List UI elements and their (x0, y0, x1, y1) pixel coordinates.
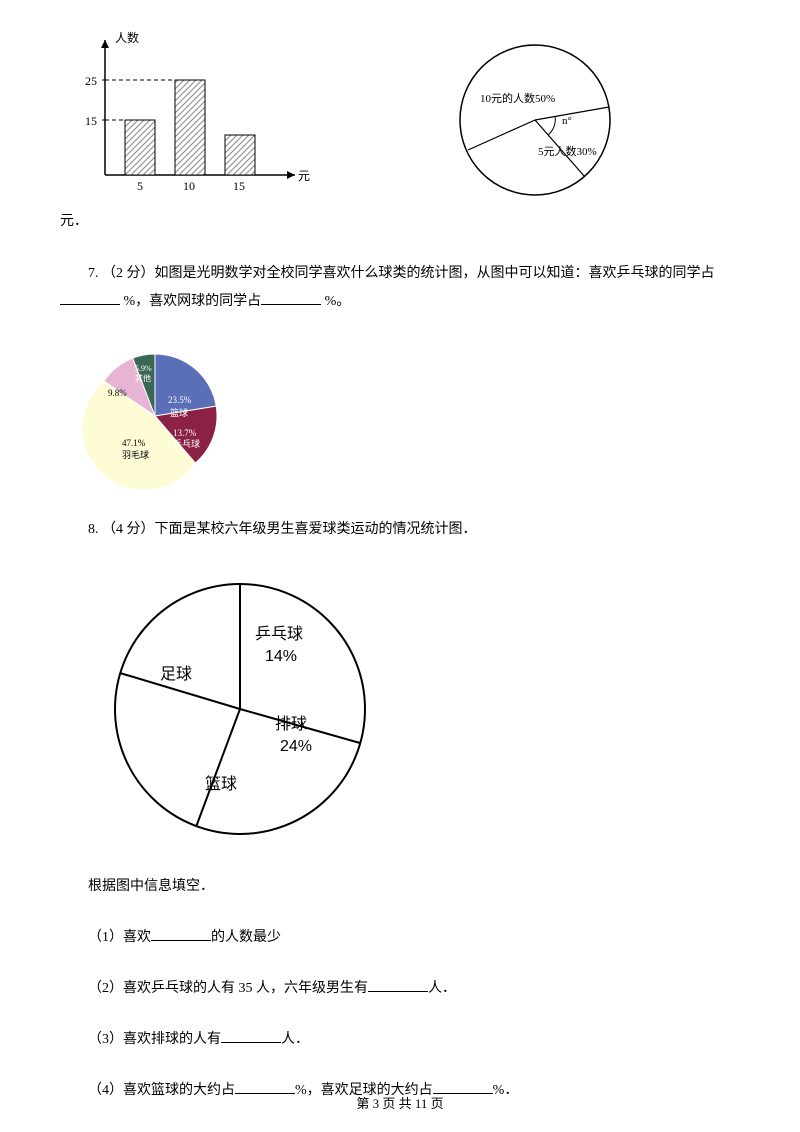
pie-lg-volley-val: 24% (280, 738, 312, 755)
sq1-post: 的人数最少 (211, 930, 281, 945)
pie-chart-colored: 23.5% 篮球 13.7% 乒乓球 47.1% 羽毛球 9.8% 5.9% 其… (80, 341, 230, 491)
pie-lg-basketball: 篮球 (205, 775, 237, 793)
pie-lg-volley: 排球 (275, 715, 307, 733)
page-footer: 第 3 页 共 11 页 (0, 1093, 800, 1112)
slice-lbl-0: 篮球 (170, 407, 188, 418)
xcat-15: 15 (233, 179, 245, 193)
xcat-5: 5 (137, 179, 143, 193)
q7-blank-2[interactable] (261, 288, 321, 305)
slice-lbl-4: 其他 (135, 373, 151, 383)
slice-lbl-1: 乒乓球 (173, 438, 200, 449)
slice-val-1: 13.7% (173, 428, 197, 438)
y-axis-label: 人数 (115, 30, 139, 45)
bar-chart: 人数 元 15 25 5 10 15 (60, 30, 320, 200)
q7-suffix: %。 (321, 294, 350, 309)
pie-lg-pingpong-val: 14% (265, 648, 297, 665)
sub-q1: （1）喜欢 的人数最少 (60, 924, 740, 950)
sub-q3: （3）喜欢排球的人有 人． (60, 1026, 740, 1052)
sq3-post: 人． (281, 1032, 309, 1047)
top-figures-row: 人数 元 15 25 5 10 15 (60, 30, 740, 210)
sq2-blank[interactable] (368, 975, 428, 992)
sub-q2: （2）喜欢乒乓球的人有 35 人，六年级男生有 人． (60, 975, 740, 1001)
slice-val-3: 9.8% (108, 388, 127, 398)
pie-top-label-right: 5元人数30% (538, 145, 597, 158)
pie-top-label-left: 10元的人数50% (480, 91, 555, 105)
sq4-blank-1[interactable] (235, 1077, 295, 1094)
pie-lg-soccer: 足球 (160, 665, 192, 683)
sq3-blank[interactable] (221, 1026, 281, 1043)
q7-prefix: 7. （2 分）如图是光明数学对全校同学喜欢什么球类的统计图，从图中可以知道：喜… (88, 266, 715, 281)
ytick-25: 25 (85, 74, 97, 88)
sub-header: 根据图中信息填空． (60, 874, 740, 899)
slice-val-4: 5.9% (135, 364, 152, 373)
sq2-pre: （2）喜欢乒乓球的人有 35 人，六年级男生有 (88, 981, 368, 996)
footer-mid: 页 共 (379, 1096, 415, 1111)
pie-lg-pingpong: 乒乓球 (255, 625, 303, 643)
sq2-post: 人． (428, 981, 456, 996)
slice-val-2: 47.1% (122, 438, 146, 448)
question-7: 7. （2 分）如图是光明数学对全校同学喜欢什么球类的统计图，从图中可以知道：喜… (60, 260, 740, 316)
footer-pre: 第 (356, 1096, 372, 1111)
xcat-10: 10 (183, 179, 195, 193)
q7-mid: %，喜欢网球的同学占 (120, 294, 261, 309)
sq3-pre: （3）喜欢排球的人有 (88, 1032, 221, 1047)
q7-blank-1[interactable] (60, 288, 120, 305)
footer-post: 页 (427, 1096, 443, 1111)
sq1-blank[interactable] (151, 924, 211, 941)
yuan-suffix: 元． (60, 210, 740, 230)
sq1-pre: （1）喜欢 (88, 930, 151, 945)
question-8: 8. （4 分）下面是某校六年级男生喜爱球类运动的情况统计图． (60, 516, 740, 544)
slice-val-0: 23.5% (168, 395, 192, 405)
ytick-15: 15 (85, 114, 97, 128)
pie-top-label-angle: n° (562, 115, 572, 127)
pie-chart-large: 足球 乒乓球 14% 排球 24% 篮球 (100, 569, 380, 849)
slice-lbl-2: 羽毛球 (122, 449, 149, 460)
pie-chart-top: 10元的人数50% n° 5元人数30% (440, 30, 630, 210)
sq4-blank-2[interactable] (433, 1077, 493, 1094)
x-axis-label: 元 (298, 169, 310, 183)
footer-total: 11 (415, 1096, 428, 1111)
